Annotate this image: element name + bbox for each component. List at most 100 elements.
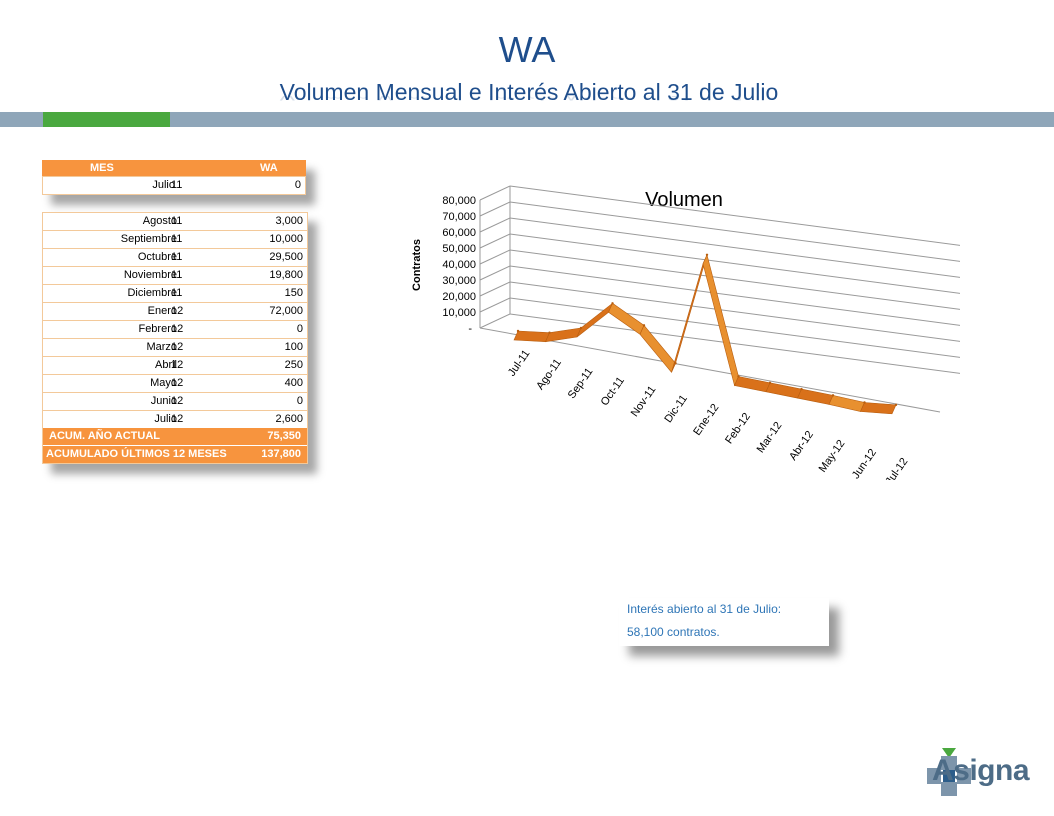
series-segment: [576, 303, 613, 338]
cell-year: 12: [171, 413, 184, 425]
data-point: [800, 387, 803, 391]
grid-line: [479, 249, 511, 265]
table-row: Octubre 11 29,500: [43, 249, 307, 267]
header-band: [0, 112, 1054, 127]
cell-month: Enero: [147, 305, 177, 317]
cell-year: 12: [171, 359, 184, 371]
series-segment: [639, 324, 676, 373]
cell-month: Agosto: [142, 215, 177, 227]
y-tick-label: 20,000: [442, 291, 476, 303]
data-point: [768, 381, 772, 385]
cell-year: 11: [171, 269, 183, 281]
acum-year-value: 75,350: [267, 430, 301, 442]
x-tick-label: Dic-11: [662, 393, 690, 425]
cell-year: 12: [171, 323, 184, 335]
grid-line: [479, 281, 511, 297]
series-segment: [828, 395, 865, 412]
cell-value: 0: [296, 323, 303, 335]
cell-month: Julio: [152, 179, 175, 191]
y-tick-label: 60,000: [442, 227, 476, 239]
series-segment: [765, 382, 802, 399]
cell-month: Diciembre: [127, 287, 177, 299]
grid-line: [509, 185, 960, 246]
data-point: [516, 329, 520, 333]
table-monthly-volume: Agosto 11 3,000 Septiembre 11 10,000 Octubre 11…: [42, 212, 308, 464]
data-point: [831, 394, 835, 397]
y-tick-label: 70,000: [442, 211, 476, 223]
x-tick-label: Nov-11: [629, 384, 659, 419]
grid-line: [479, 201, 511, 217]
series-segment: [702, 253, 739, 387]
cell-month: Febrero: [138, 323, 177, 335]
cell-year: 11: [171, 233, 183, 245]
table-row: Mayo 12 400: [43, 375, 307, 393]
grid-line: [479, 233, 511, 249]
grid-line: [509, 217, 960, 278]
cell-value: 250: [284, 359, 303, 371]
x-tick-label: Ene-12: [691, 402, 721, 438]
cell-month: Abril: [154, 359, 177, 371]
chart-series: [513, 253, 898, 415]
col-header-wa: WA: [260, 162, 278, 174]
page-title: WA: [498, 29, 556, 70]
chart-title: Volumen: [645, 189, 723, 211]
chart-x-ticks: Jul-11 Ago-11 Sep-11 Oct-11 Nov-11 Dic-11 Ene-…: [506, 348, 911, 480]
grid-line: [509, 233, 960, 294]
x-tick-label: Feb-12: [723, 411, 753, 446]
series-segment: [513, 330, 550, 343]
x-tick-label: Jul-12: [883, 456, 910, 480]
x-tick-label: Ago-11: [534, 357, 564, 392]
chart-grid: [479, 185, 960, 413]
grid-line: [479, 185, 511, 201]
cell-year: 11: [171, 215, 183, 227]
chart-ylabel: Contratos: [411, 239, 423, 291]
table-row: Diciembre 11 150: [43, 285, 307, 303]
grid-line: [479, 313, 511, 329]
data-point: [642, 324, 646, 327]
table-row: Septiembre 11 10,000: [43, 231, 307, 249]
cell-value: 72,000: [269, 305, 303, 317]
cell-month: Octubre: [137, 251, 177, 263]
cell-value: 400: [284, 377, 303, 389]
x-tick-label: Jun-12: [850, 447, 879, 480]
cell-year: 12: [171, 305, 184, 317]
cell-value: 150: [284, 287, 303, 299]
grid-line: [479, 265, 511, 281]
data-point: [548, 331, 551, 334]
cell-value: 2,600: [275, 413, 303, 425]
x-tick-label: Mar-12: [755, 420, 785, 455]
data-point: [894, 403, 898, 407]
row-acum-12: ACUMULADO ÚLTIMOS 12 MESES 137,800: [43, 446, 307, 463]
acum-year-label: ACUM. AÑO ACTUAL: [49, 430, 161, 442]
subtitle-reflection: Volumen Mensual e Interés Abierto al 31 …: [279, 96, 779, 103]
data-point: [863, 401, 866, 404]
cell-year: 12: [171, 377, 184, 389]
x-tick-label: Jul-11: [506, 348, 533, 379]
table-header-row: MES WA: [42, 160, 306, 177]
cell-month: Junio: [150, 395, 177, 407]
asigna-logo-icon: [927, 748, 971, 796]
cell-value: 19,800: [269, 269, 303, 281]
page-subtitle: Volumen Mensual e Interés Abierto al 31 …: [279, 79, 779, 105]
x-tick-label: May-12: [817, 438, 848, 475]
cell-value: 0: [296, 395, 303, 407]
note-line-1: Interés abierto al 31 de Julio:: [627, 602, 782, 616]
grid-line: [509, 265, 960, 326]
x-tick-label: Abr-12: [787, 429, 816, 463]
acum-12-label: ACUMULADO ÚLTIMOS 12 MESES: [46, 448, 227, 460]
chart-y-ticks: - 10,000 20,000 30,000 40,000 50,000 60,000 70,…: [442, 195, 476, 335]
data-point: [705, 253, 709, 256]
cell-month: Noviembre: [123, 269, 177, 281]
acum-12-value: 137,800: [261, 448, 301, 460]
cell-month: Marzo: [146, 341, 177, 353]
data-point: [674, 362, 677, 365]
table-row: Enero 12 72,000: [43, 303, 307, 321]
data-point: [737, 375, 740, 378]
cell-year: 12: [171, 341, 184, 353]
cell-value: 100: [284, 341, 303, 353]
cell-year: 11: [171, 251, 183, 263]
y-tick-label: 80,000: [442, 195, 476, 207]
grid-line: [479, 297, 511, 313]
x-tick-label: Oct-11: [599, 375, 627, 408]
col-header-mes: MES: [90, 162, 114, 174]
